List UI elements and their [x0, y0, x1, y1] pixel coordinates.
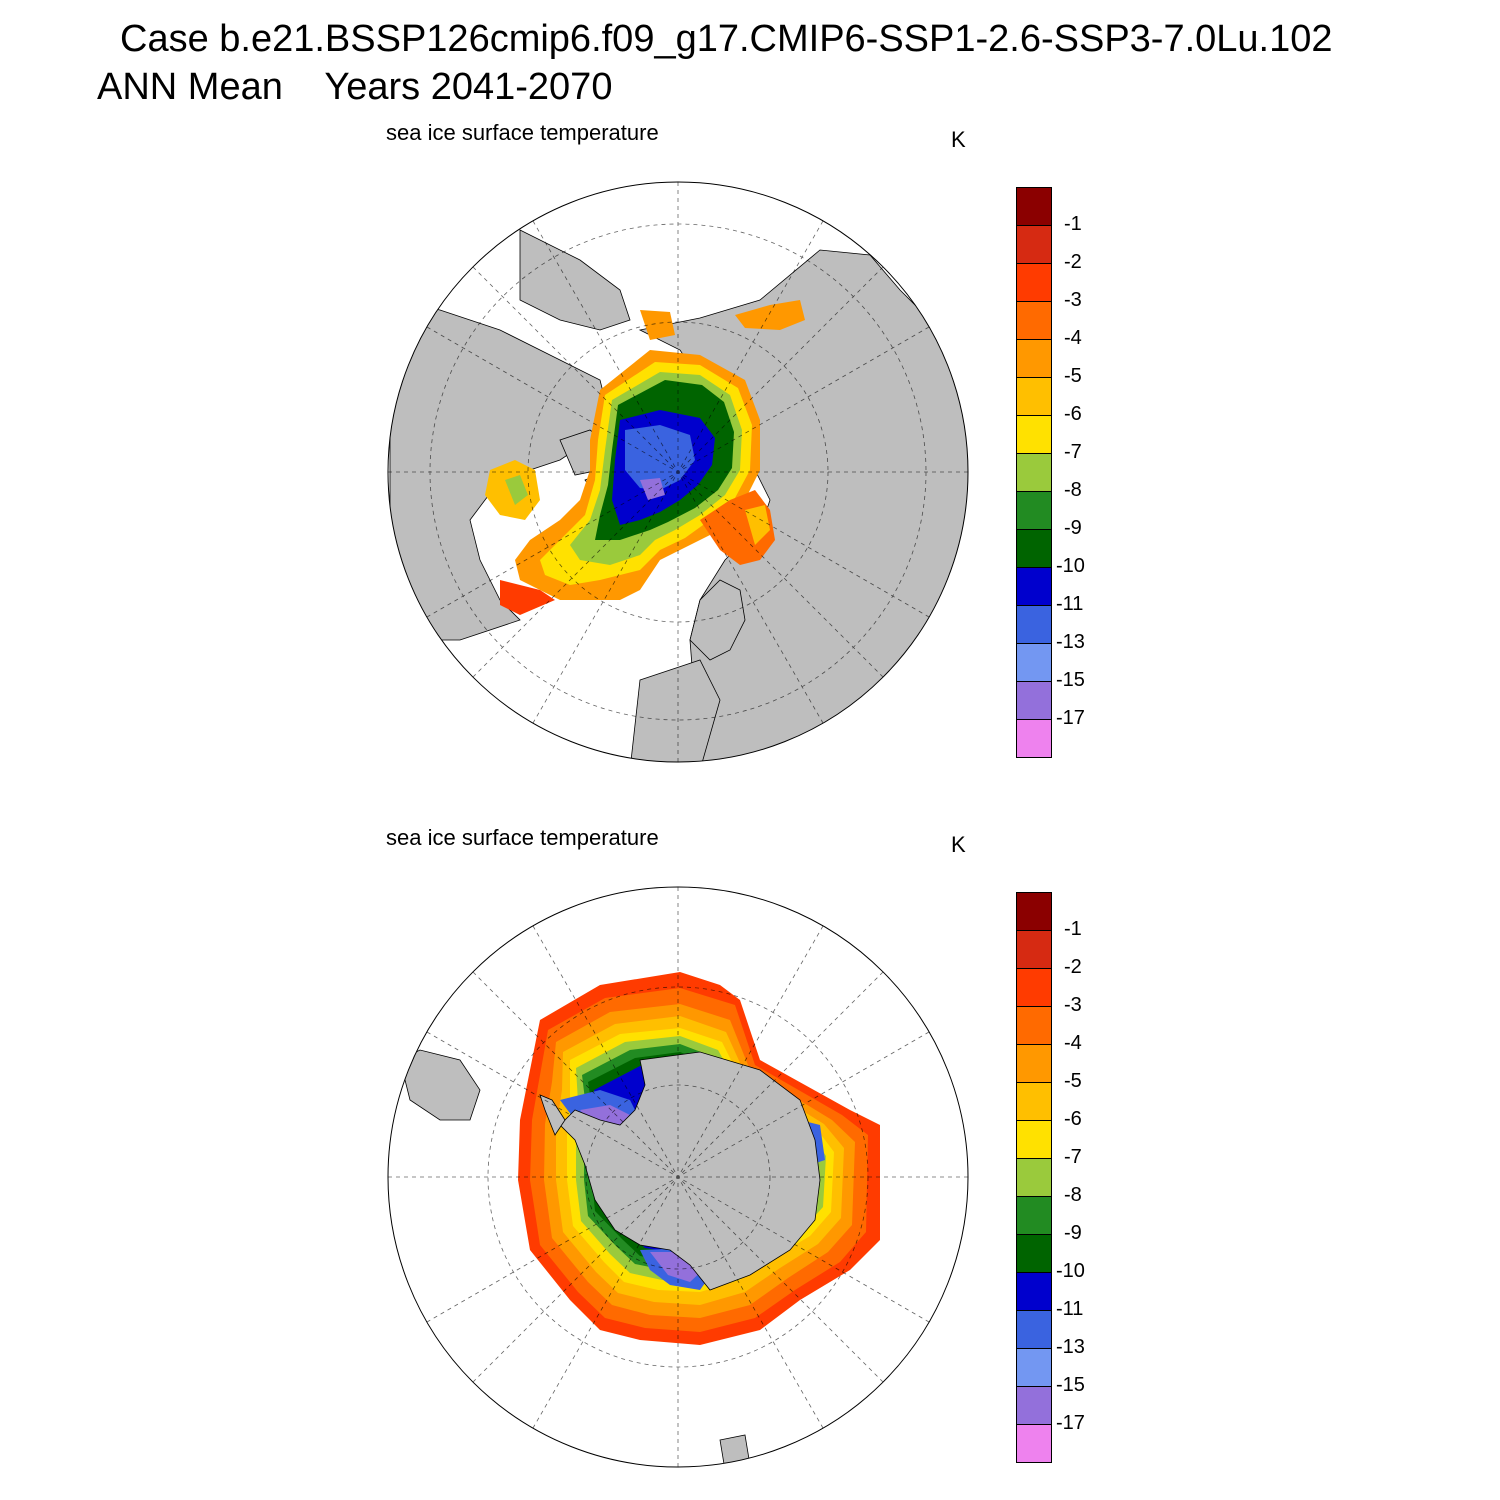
- sh-colorbar-box-2: [1016, 968, 1052, 1007]
- case-title: Case b.e21.BSSP126cmip6.f09_g17.CMIP6-SS…: [120, 18, 1333, 60]
- sh-colorbar-label: -13: [1056, 1336, 1085, 1358]
- nh-units: K: [951, 127, 966, 152]
- sh-units: K: [951, 832, 966, 857]
- nh-colorbar-label: -8: [1064, 479, 1082, 501]
- sh-colorbar-label: -9: [1064, 1222, 1082, 1244]
- sh-colorbar-label: -3: [1064, 994, 1082, 1016]
- sh-colorbar-box-9: [1016, 1234, 1052, 1273]
- nh-colorbar-box-1: [1016, 225, 1052, 264]
- nh-map-border: [387, 181, 969, 763]
- nh-colorbar-box-2: [1016, 263, 1052, 302]
- sh-land: [399, 1049, 821, 1467]
- sh-colorbar-box-0: [1016, 892, 1052, 931]
- sh-colorbar-label: -11: [1056, 1298, 1084, 1320]
- nh-colorbar-box-12: [1016, 643, 1052, 682]
- nh-polar-map: [387, 181, 969, 763]
- sh-colorbar-label: -6: [1064, 1108, 1082, 1130]
- nh-colorbar-box-14: [1016, 719, 1052, 758]
- sh-colorbar-box-12: [1016, 1348, 1052, 1387]
- sh-colorbar-box-11: [1016, 1310, 1052, 1349]
- sh-colorbar-box-13: [1016, 1386, 1052, 1425]
- nh-graticule: [388, 182, 968, 762]
- sh-colorbar-box-10: [1016, 1272, 1052, 1311]
- sh-colorbar-box-1: [1016, 930, 1052, 969]
- sh-colorbar-label: -1: [1064, 918, 1082, 940]
- nh-subtitle: sea ice surface temperature: [386, 120, 659, 145]
- nh-colorbar-label: -13: [1056, 631, 1085, 653]
- nh-colorbar-label: -10: [1056, 555, 1085, 577]
- nh-colorbar-label: -1: [1064, 213, 1082, 235]
- nh-colorbar-label: -6: [1064, 403, 1082, 425]
- nh-colorbar-box-10: [1016, 567, 1052, 606]
- nh-colorbar-label: -9: [1064, 517, 1082, 539]
- nh-colorbar-label: -3: [1064, 289, 1082, 311]
- sh-colorbar-box-14: [1016, 1424, 1052, 1463]
- nh-colorbar-box-7: [1016, 453, 1052, 492]
- sh-colorbar-label: -8: [1064, 1184, 1082, 1206]
- nh-colorbar-label: -2: [1064, 251, 1082, 273]
- nh-colorbar-box-13: [1016, 681, 1052, 720]
- sh-colorbar-label: -10: [1056, 1260, 1085, 1282]
- sh-colorbar-label: -2: [1064, 956, 1082, 978]
- sh-subtitle: sea ice surface temperature: [386, 825, 659, 850]
- sh-colorbar-box-4: [1016, 1044, 1052, 1083]
- sh-colorbar-label: -5: [1064, 1070, 1082, 1092]
- sh-colorbar-label: -17: [1056, 1412, 1085, 1434]
- nh-colorbar-label: -7: [1064, 441, 1082, 463]
- sh-map-border: [387, 886, 969, 1468]
- sh-colorbar-label: -4: [1064, 1032, 1082, 1054]
- nh-colorbar-label: -11: [1056, 593, 1084, 615]
- nh-colorbar-box-8: [1016, 491, 1052, 530]
- sh-colorbar-box-7: [1016, 1158, 1052, 1197]
- sh-colorbar-box-3: [1016, 1006, 1052, 1045]
- sh-colorbar-box-5: [1016, 1082, 1052, 1121]
- sh-colorbar-box-6: [1016, 1120, 1052, 1159]
- nh-colorbar-label: -15: [1056, 669, 1085, 691]
- nh-colorbar-box-0: [1016, 187, 1052, 226]
- nh-colorbar-box-4: [1016, 339, 1052, 378]
- sh-colorbar-label: -7: [1064, 1146, 1082, 1168]
- nh-colorbar-box-5: [1016, 377, 1052, 416]
- nh-colorbar-box-11: [1016, 605, 1052, 644]
- sh-colorbar-box-8: [1016, 1196, 1052, 1235]
- sh-graticule: [388, 887, 968, 1467]
- nh-colorbar-label: -17: [1056, 707, 1085, 729]
- nh-colorbar-box-9: [1016, 529, 1052, 568]
- nh-colorbar-box-3: [1016, 301, 1052, 340]
- mean-years-title: ANN Mean Years 2041-2070: [97, 66, 613, 108]
- sh-colorbar-label: -15: [1056, 1374, 1085, 1396]
- nh-colorbar-label: -4: [1064, 327, 1082, 349]
- sh-polar-map: [387, 886, 969, 1468]
- nh-colorbar-label: -5: [1064, 365, 1082, 387]
- nh-colorbar-box-6: [1016, 415, 1052, 454]
